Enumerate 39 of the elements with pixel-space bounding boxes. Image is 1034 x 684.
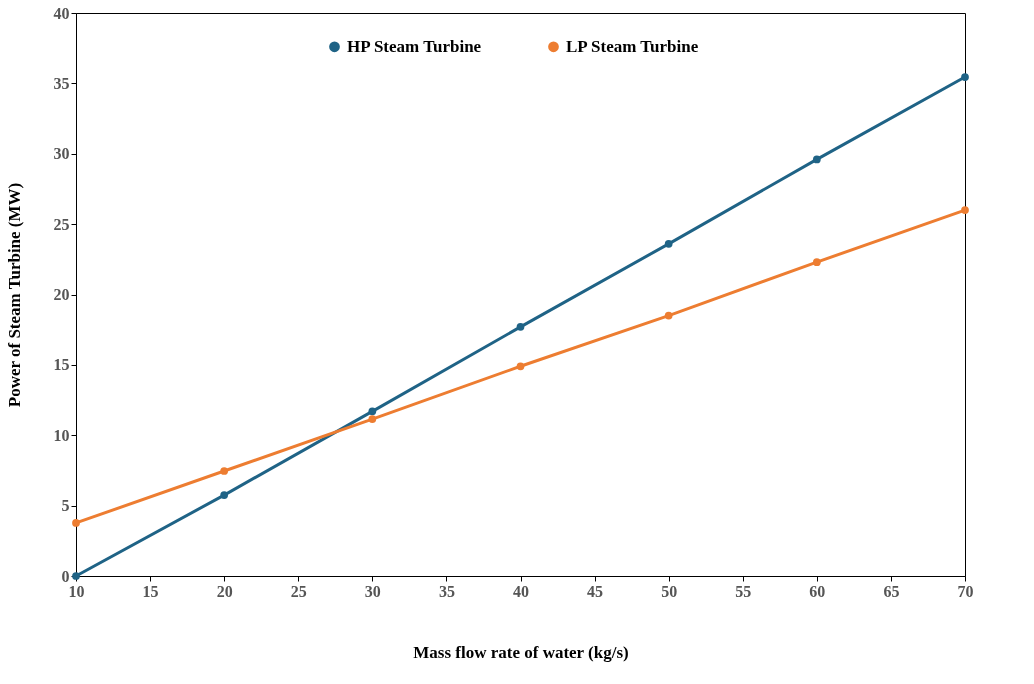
y-tick-label: 5	[61, 497, 70, 515]
y-tick-label: 10	[53, 426, 70, 444]
y-tick-label: 35	[53, 74, 70, 92]
x-tick-label: 50	[661, 582, 678, 600]
legend-label: LP Steam Turbine	[566, 36, 699, 56]
x-tick-label: 70	[957, 582, 974, 600]
point	[220, 491, 229, 499]
point	[220, 467, 229, 475]
point	[812, 155, 821, 164]
y-tick-label: 0	[61, 567, 70, 585]
x-tick-label: 30	[364, 582, 381, 600]
point	[72, 519, 80, 527]
x-tick-label: 25	[290, 582, 307, 600]
y-tick-label: 20	[53, 286, 70, 303]
x-tick-label: 15	[142, 582, 159, 600]
point	[664, 311, 673, 320]
x-tick-label: 20	[216, 582, 233, 600]
point	[516, 362, 525, 371]
point	[961, 206, 969, 214]
y-axis-title: Power of Steam Turbine (MW)	[4, 182, 24, 408]
y-tick-label: 30	[53, 145, 70, 163]
x-tick-label: 60	[809, 582, 826, 600]
x-tick-label: 45	[587, 582, 604, 600]
y-tick-label: 15	[53, 356, 70, 374]
x-tick-label: 65	[883, 582, 900, 600]
x-tick-label: 35	[438, 582, 455, 600]
point	[368, 415, 377, 423]
legend-label: HP Steam Turbine	[347, 36, 482, 56]
point	[368, 407, 377, 416]
point	[812, 258, 821, 266]
x-tick-label: 40	[513, 582, 529, 600]
point	[664, 239, 673, 248]
point	[961, 73, 969, 81]
y-tick-label: 25	[53, 215, 70, 233]
point	[72, 572, 80, 580]
x-axis-title: Mass flow rate of water (kg/s)	[413, 642, 629, 662]
x-tick-label: 55	[735, 582, 752, 600]
point	[516, 323, 525, 331]
y-tick-label: 40	[53, 4, 70, 22]
